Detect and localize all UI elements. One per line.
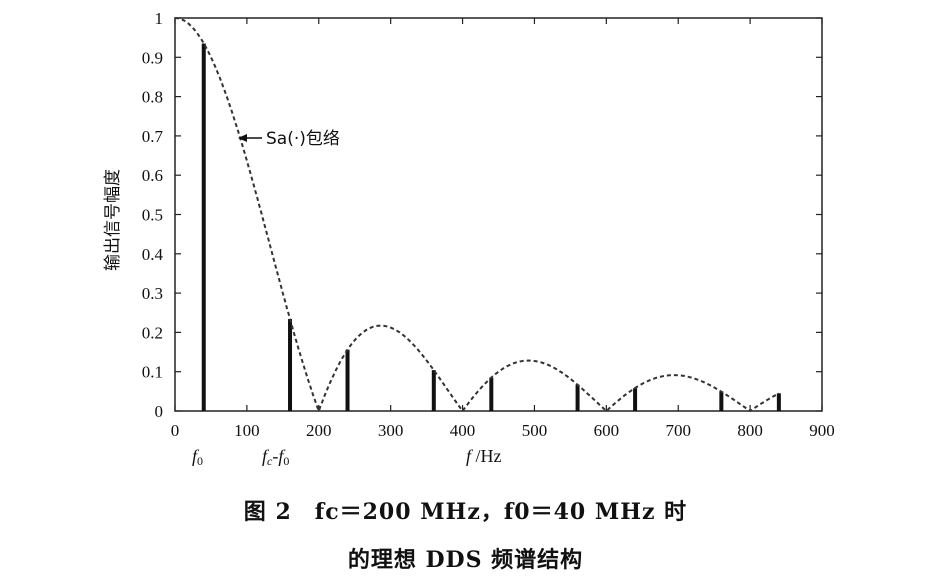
envelope-annotation: Sa(·)包络 xyxy=(238,129,340,149)
marker-f0: f0 xyxy=(192,446,203,468)
y-tick-label: 0.3 xyxy=(142,284,163,303)
spectral-line-bar xyxy=(719,391,724,411)
arrow-head xyxy=(238,134,247,142)
x-tick-label: 500 xyxy=(522,421,548,440)
x-tick-label: 900 xyxy=(809,421,835,440)
y-tick-label: 0.8 xyxy=(142,88,163,107)
y-tick-label: 1 xyxy=(155,9,164,28)
x-tick-label: 700 xyxy=(665,421,691,440)
annotation-label: Sa(·)包络 xyxy=(266,129,340,149)
x-tick-label: 100 xyxy=(234,421,260,440)
spectral-line-bar xyxy=(288,319,293,411)
sa-envelope-curve xyxy=(174,17,780,414)
spectral-line-bar xyxy=(575,384,580,411)
figure-caption-line2: 的理想 DDS 频谱结构 xyxy=(347,547,584,573)
spectral-line-bar xyxy=(633,388,638,411)
marker-fc-f0: fc-f0 xyxy=(262,446,289,468)
figure-caption-line1: 图 2 fc＝200 MHz，f0＝40 MHz 时 xyxy=(243,499,688,525)
y-tick-label: 0.1 xyxy=(142,363,163,382)
y-tick-label: 0 xyxy=(155,402,164,421)
x-tick-label: 0 xyxy=(171,421,180,440)
x-tick-label: 400 xyxy=(450,421,476,440)
y-tick-label: 0.7 xyxy=(142,127,164,146)
spectral-line-bar xyxy=(201,43,206,412)
spectral-lines xyxy=(201,43,781,412)
plot-frame xyxy=(174,17,823,412)
spectral-line-bar xyxy=(776,393,781,411)
x-tick-label: 600 xyxy=(594,421,620,440)
y-axis-label: 输出信号幅度 xyxy=(103,169,123,271)
spectral-line-bar xyxy=(489,377,494,411)
axis-ticks: 0 100 200 300 400 500 600 700 800 900 0 0.1 0.2 0.3 0.… xyxy=(142,9,835,440)
spectral-line-bar xyxy=(345,349,350,411)
spectral-line-bar xyxy=(431,370,436,411)
spectrum-chart: 0 100 200 300 400 500 600 700 800 900 0 0.1 0.2 0.3 0.… xyxy=(103,9,835,468)
y-tick-label: 0.6 xyxy=(142,166,163,185)
y-tick-label: 0.5 xyxy=(142,206,163,225)
y-tick-label: 0.2 xyxy=(142,323,163,342)
y-tick-label: 0.9 xyxy=(142,48,163,67)
x-axis-label: f /Hz xyxy=(466,446,502,466)
x-tick-label: 800 xyxy=(737,421,763,440)
y-tick-label: 0.4 xyxy=(142,245,164,264)
x-tick-label: 300 xyxy=(378,421,404,440)
x-tick-label: 200 xyxy=(306,421,332,440)
